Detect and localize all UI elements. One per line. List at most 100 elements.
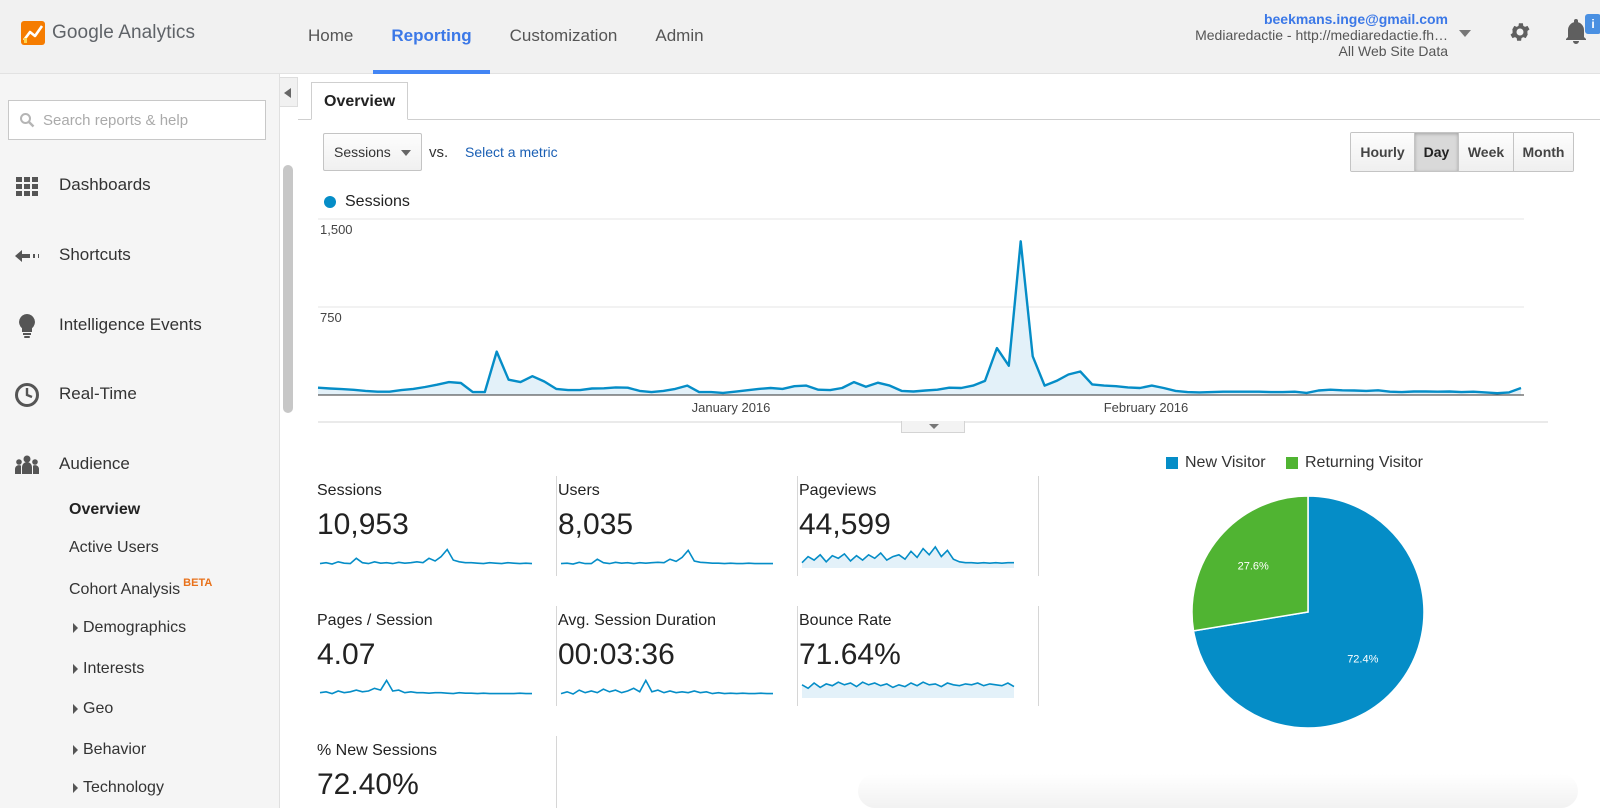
pages-per-session-sparkline <box>319 678 532 695</box>
sessions-legend-dot <box>324 196 336 208</box>
nav-reporting[interactable]: Reporting <box>373 0 490 74</box>
lightbulb-icon <box>19 314 35 338</box>
sidebar-item-label: Dashboards <box>59 175 151 194</box>
period-month[interactable]: Month <box>1513 133 1573 171</box>
chart-expander-button[interactable] <box>901 421 965 433</box>
expand-triangle-icon <box>73 745 78 755</box>
gear-icon[interactable] <box>1508 20 1532 44</box>
new-visitor-label: New Visitor <box>1185 454 1266 471</box>
visitor-pie-chart[interactable]: 72.4% 27.6% <box>1188 492 1428 732</box>
sidebar-item-label: Audience <box>59 454 130 473</box>
main-nav: Home Reporting Customization Admin <box>290 0 724 74</box>
nav-customization[interactable]: Customization <box>509 26 618 45</box>
tab-overview[interactable]: Overview <box>311 82 409 120</box>
account-dropdown-caret-icon[interactable] <box>1459 30 1471 37</box>
sidebar-item-label: Shortcuts <box>59 245 131 264</box>
sidebar-item-intelligence-events[interactable]: Intelligence Events <box>0 300 278 350</box>
metric-value: 8,035 <box>558 508 634 541</box>
logo-text: Google Analytics <box>52 22 196 43</box>
report-main: Overview Sessions vs. Select a metric Ho… <box>298 74 1600 808</box>
sidebar-sub-overview[interactable]: Overview <box>69 501 141 518</box>
sessions-line-chart[interactable]: 1,500 750 January 2016 February 2016 <box>298 214 1558 424</box>
sidebar-sub-demographics[interactable]: Demographics <box>73 619 186 637</box>
users-sparkline <box>560 549 773 565</box>
tab-strip <box>298 119 1600 120</box>
metric-select[interactable]: Sessions <box>323 133 422 171</box>
sidebar: Dashboards Shortcuts Intelligence Events… <box>0 74 280 808</box>
x-tick-label: January 2016 <box>692 400 771 415</box>
legend-new-visitor[interactable]: New Visitor <box>1166 454 1266 472</box>
info-badge[interactable]: i <box>1585 14 1600 34</box>
y-tick-label: 750 <box>320 310 342 325</box>
sessions-line <box>317 240 1522 395</box>
metric-value: 00:03:36 <box>558 638 675 671</box>
top-bar: Google Analytics Home Reporting Customiz… <box>0 0 1600 74</box>
sidebar-scrollbar[interactable] <box>283 165 293 413</box>
period-hourly[interactable]: Hourly <box>1351 133 1414 171</box>
sidebar-sub-cohort-analysis[interactable]: Cohort Analysis BETA <box>69 577 212 599</box>
sidebar-item-dashboards[interactable]: Dashboards <box>0 160 278 210</box>
metric-name: Bounce Rate <box>799 612 892 629</box>
metric-card-pageviews[interactable]: Pageviews 44,599 <box>799 476 1039 576</box>
metric-name: Users <box>558 482 600 499</box>
sidebar-item-label: Intelligence Events <box>59 315 202 334</box>
returning-visitor-label: Returning Visitor <box>1305 454 1423 471</box>
metric-card-users[interactable]: Users 8,035 <box>558 476 798 576</box>
bell-icon[interactable] <box>1564 18 1588 46</box>
returning-visitor-swatch <box>1286 457 1298 469</box>
search-box[interactable] <box>8 100 266 140</box>
legend-returning-visitor[interactable]: Returning Visitor <box>1286 454 1423 472</box>
metric-card-bounce-rate[interactable]: Bounce Rate 71.64% <box>799 606 1039 706</box>
pie-slice-returning-visitor[interactable] <box>1191 495 1309 632</box>
metric-card-avg-session-duration[interactable]: Avg. Session Duration 00:03:36 <box>558 606 798 706</box>
sparkline-area <box>802 546 1014 568</box>
metric-value: 72.40% <box>317 768 419 801</box>
sidebar-sub-behavior[interactable]: Behavior <box>73 741 146 759</box>
behavior-label: Behavior <box>83 741 147 758</box>
sidebar-item-shortcuts[interactable]: Shortcuts <box>0 230 278 280</box>
search-icon <box>20 113 35 128</box>
metric-card-sessions[interactable]: Sessions 10,953 <box>317 476 557 576</box>
sidebar-item-audience[interactable]: Audience <box>0 439 278 489</box>
sidebar-sub-technology[interactable]: Technology <box>73 779 164 797</box>
metric-card-new-sessions[interactable]: % New Sessions 72.40% <box>317 736 557 808</box>
beta-badge: BETA <box>183 577 213 589</box>
interests-label: Interests <box>83 660 145 677</box>
nav-admin[interactable]: Admin <box>655 26 704 45</box>
metric-value: 10,953 <box>317 508 409 541</box>
shortcuts-icon <box>15 250 39 262</box>
y-tick-label: 1,500 <box>320 222 353 237</box>
period-day[interactable]: Day <box>1414 133 1458 171</box>
account-selector[interactable]: beekmans.inge@gmail.com Mediaredactie - … <box>1195 11 1448 59</box>
analytics-logo-icon <box>21 21 45 45</box>
pie-label-new-visitor: 72.4% <box>1347 654 1378 666</box>
metric-value: 4.07 <box>317 638 376 671</box>
metric-card-pages-per-session[interactable]: Pages / Session 4.07 <box>317 606 557 706</box>
dashboards-icon <box>16 177 38 196</box>
metric-name: Sessions <box>317 482 382 499</box>
metric-value: 71.64% <box>799 638 901 671</box>
sidebar-sub-interests[interactable]: Interests <box>73 660 144 678</box>
sparkline-line <box>560 678 773 695</box>
pageviews-sparkline <box>801 545 1014 568</box>
logo[interactable]: Google Analytics <box>20 20 195 46</box>
sidebar-item-real-time[interactable]: Real-Time <box>0 369 278 419</box>
metric-name: % New Sessions <box>317 742 438 759</box>
sidebar-sub-geo[interactable]: Geo <box>73 700 113 718</box>
select-metric-link[interactable]: Select a metric <box>465 144 558 160</box>
expand-triangle-icon <box>73 664 78 674</box>
sparkline-line <box>801 681 1015 690</box>
expand-triangle-icon <box>73 783 78 793</box>
period-week[interactable]: Week <box>1458 133 1513 171</box>
nav-home[interactable]: Home <box>308 26 354 45</box>
demographics-label: Demographics <box>83 619 187 636</box>
sessions-sparkline <box>319 548 533 565</box>
x-tick-label: February 2016 <box>1104 400 1189 415</box>
collapse-sidebar-button[interactable] <box>280 77 298 107</box>
sidebar-sub-active-users[interactable]: Active Users <box>69 539 159 556</box>
expand-triangle-icon <box>73 704 78 714</box>
new-visitor-swatch <box>1166 457 1178 469</box>
metric-name: Avg. Session Duration <box>558 612 717 629</box>
search-input[interactable] <box>43 111 253 129</box>
